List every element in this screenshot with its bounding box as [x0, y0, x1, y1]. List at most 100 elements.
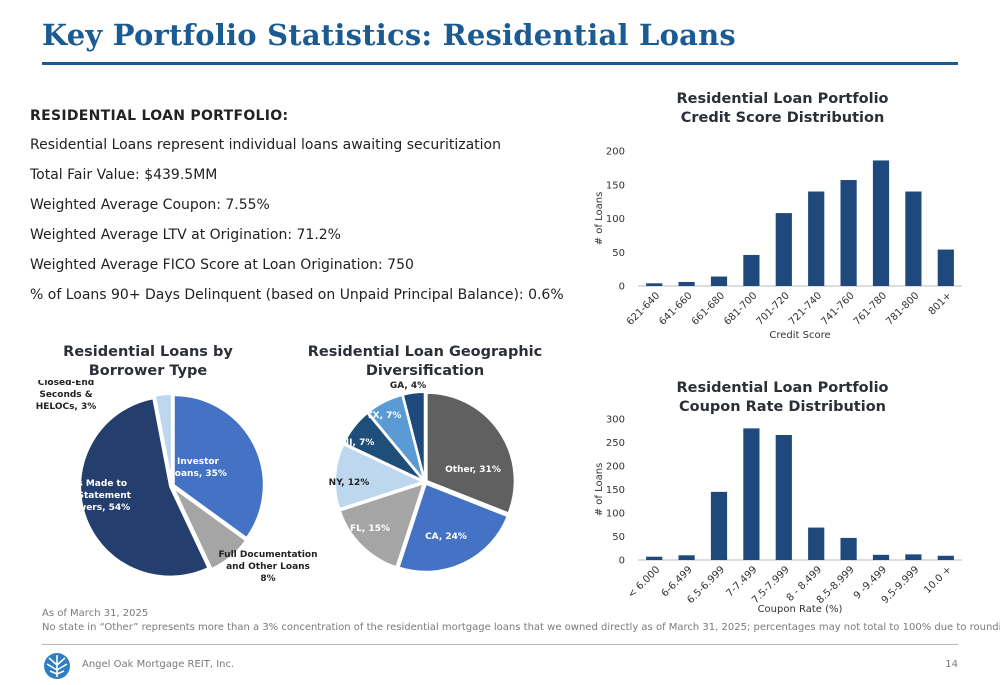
credit-xtick-label: 701-720: [755, 290, 792, 327]
portfolio-heading: RESIDENTIAL LOAN PORTFOLIO:: [30, 108, 289, 124]
credit-bar: [678, 281, 695, 286]
coupon-bar: [840, 537, 857, 560]
credit-bar: [775, 213, 792, 286]
portfolio-line-description: Residential Loans represent individual l…: [30, 137, 501, 153]
borrower-slice-label: Closed-End Seconds & HELOCs, 3%: [36, 380, 97, 412]
coupon-bar: [775, 434, 792, 560]
geo-slice-label: GA, 4%: [390, 381, 426, 391]
credit-xtick-label: 761-780: [852, 290, 889, 327]
credit-ytick-label: 150: [606, 180, 625, 191]
credit-xtick-label: 721-740: [787, 290, 824, 327]
borrower-slice-label: Loans Made to Bank Statement Borrowers, 54…: [49, 479, 132, 513]
portfolio-line-fico: Weighted Average FICO Score at Loan Orig…: [30, 257, 414, 273]
title-divider: [42, 62, 958, 65]
coupon-xtick-label: 10.0 +: [922, 564, 954, 596]
footnote-note: No state in “Other” represents more than…: [42, 622, 1000, 633]
credit-xtick-label: 741-760: [819, 290, 856, 327]
credit-bar: [905, 191, 922, 286]
credit-xtick-label: 621-640: [625, 290, 662, 327]
coupon-bar: [808, 527, 825, 560]
portfolio-line-delinquency: % of Loans 90+ Days Delinquent (based on…: [30, 287, 564, 303]
borrower-slice: [172, 394, 265, 540]
geo-chart-title-line2: Diversification: [365, 363, 485, 379]
footer-company-name: Angel Oak Mortgage REIT, Inc.: [82, 659, 235, 670]
portfolio-line-coupon: Weighted Average Coupon: 7.55%: [30, 197, 270, 213]
geo-slice-label: Other, 31%: [445, 465, 501, 475]
credit-score-bar-chart: 0 50 100 150 200 621-640641-660661-680681-700…: [594, 147, 962, 341]
credit-bar: [937, 249, 954, 286]
credit-chart-title-line1: Residential Loan Portfolio: [676, 91, 889, 107]
coupon-ytick-label: 200: [606, 462, 625, 473]
borrower-type-pie-chart: Investor Loans, 35% Full Documentation and …: [36, 380, 318, 584]
borrower-slice-label: Investor Loans, 35%: [169, 457, 227, 479]
coupon-bar: [678, 555, 695, 560]
coupon-ytick-label: 150: [606, 485, 625, 496]
coupon-x-axis-label: Coupon Rate (%): [758, 604, 843, 615]
borrower-slice: [153, 393, 173, 485]
credit-bar: [743, 254, 760, 286]
credit-ytick-label: 0: [619, 282, 625, 293]
geo-slice-label: NY, 12%: [329, 478, 370, 488]
coupon-ytick-label: 0: [619, 556, 625, 567]
geo-slice-label: FL, 15%: [350, 524, 390, 534]
coupon-y-axis-label: # of Loans: [594, 463, 605, 517]
coupon-bar: [872, 554, 890, 560]
geo-slice-label: TX, 7%: [367, 411, 402, 421]
coupon-bar: [646, 556, 663, 560]
credit-ytick-label: 100: [606, 214, 625, 225]
portfolio-summary: RESIDENTIAL LOAN PORTFOLIO: Residential …: [30, 108, 570, 317]
page-title: Key Portfolio Statistics: Residential Lo…: [42, 18, 736, 52]
geo-slice: [334, 443, 426, 511]
coupon-bar: [710, 491, 728, 560]
portfolio-line-ltv: Weighted Average LTV at Origination: 71.…: [30, 227, 341, 243]
credit-xtick-label: 641-660: [657, 290, 694, 327]
credit-xtick-label: 781-800: [884, 290, 921, 327]
footnote-date: As of March 31, 2025: [42, 608, 149, 619]
geo-slice-label: CA, 24%: [425, 532, 467, 542]
geo-slice-label: NJ, 7%: [342, 438, 375, 448]
geo-slice: [425, 391, 516, 515]
coupon-bar: [905, 554, 922, 560]
coupon-ytick-label: 250: [606, 438, 625, 449]
credit-chart-title-line2: Credit Score Distribution: [680, 110, 885, 126]
borrower-chart-title: Residential Loans by Borrower Type: [48, 343, 248, 381]
credit-xtick-label: 661-680: [690, 290, 727, 327]
credit-bar: [808, 191, 825, 286]
borrower-slice: [172, 486, 248, 571]
coupon-xtick-label: < 6.000: [626, 564, 662, 600]
coupon-ytick-label: 300: [606, 415, 625, 426]
geo-chart-title: Residential Loan Geographic Diversificat…: [305, 343, 545, 381]
coupon-ytick-label: 100: [606, 509, 625, 520]
coupon-chart-title-line1: Residential Loan Portfolio: [676, 380, 889, 396]
credit-bar: [710, 276, 728, 286]
angel-oak-logo-icon: [44, 653, 70, 679]
credit-xtick-label: 681-700: [722, 290, 759, 327]
coupon-chart-title: Residential Loan Portfolio Coupon Rate D…: [640, 379, 925, 417]
portfolio-line-fair-value: Total Fair Value: $439.5MM: [30, 167, 218, 183]
credit-y-axis-label: # of Loans: [594, 192, 605, 246]
credit-chart-title: Residential Loan Portfolio Credit Score …: [640, 90, 925, 128]
geo-chart-title-line1: Residential Loan Geographic: [307, 344, 543, 360]
geographic-pie-chart: Other, 31% CA, 24% FL, 15% NY, 12% NJ, 7% TX,…: [329, 381, 516, 573]
borrower-slice-label: Full Documentation and Other Loans 8%: [218, 550, 317, 584]
geo-slice: [338, 481, 426, 569]
credit-ytick-label: 50: [612, 248, 625, 259]
geo-slice: [397, 482, 509, 573]
coupon-ytick-label: 50: [612, 532, 625, 543]
credit-ytick-label: 200: [606, 147, 625, 158]
credit-bar: [872, 160, 890, 286]
coupon-bar: [937, 555, 954, 560]
borrower-chart-title-line2: Borrower Type: [88, 363, 208, 379]
coupon-chart-title-line2: Coupon Rate Distribution: [679, 399, 886, 415]
borrower-chart-title-line1: Residential Loans by: [63, 344, 233, 360]
geo-slice: [401, 391, 426, 481]
credit-bar: [646, 283, 663, 286]
credit-x-axis-label: Credit Score: [769, 330, 830, 341]
credit-bar: [840, 180, 857, 286]
borrower-slice: [79, 397, 210, 578]
footer-divider: [42, 644, 958, 645]
page-number: 14: [945, 659, 958, 670]
coupon-bar: [743, 428, 760, 560]
credit-xtick-label: 801+: [927, 290, 954, 317]
